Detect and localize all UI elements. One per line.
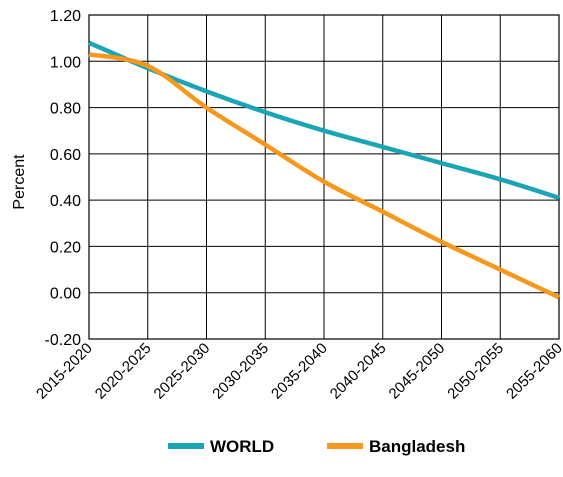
x-tick-label: 2045-2050	[386, 340, 449, 403]
legend-label: Bangladesh	[369, 437, 465, 456]
series-line-bangladesh	[88, 52, 560, 300]
grid-lines	[88, 14, 560, 340]
x-tick-label: 2015-2020	[33, 340, 96, 403]
x-tick-label: 2030-2035	[209, 340, 272, 403]
plot-frame	[88, 14, 560, 340]
x-tick-label: 2020-2025	[92, 340, 155, 403]
x-tick-label: 2055-2060	[503, 340, 563, 403]
y-tick-label: 0.20	[50, 239, 81, 256]
legend-label: WORLD	[210, 437, 274, 456]
y-tick-label: 1.00	[50, 54, 81, 71]
y-tick-label: 0.80	[50, 101, 81, 118]
x-tick-label: 2025-2030	[151, 340, 214, 403]
x-tick-label: 2035-2040	[268, 340, 331, 403]
y-tick-label: 0.40	[50, 193, 81, 210]
y-tick-label: 0.00	[50, 286, 81, 303]
y-axis-ticks: 1.20 1.00 0.80 0.60 0.40 0.20 0.00 -0.20	[45, 8, 82, 349]
y-tick-label: 0.60	[50, 147, 81, 164]
y-tick-label: -0.20	[45, 332, 82, 349]
y-axis-label: Percent	[11, 154, 28, 210]
series-lines	[88, 40, 560, 300]
y-tick-label: 1.20	[50, 8, 81, 25]
legend: WORLD Bangladesh	[168, 437, 465, 456]
x-axis-ticks: 2015-20202020-20252025-20302030-20352035…	[33, 340, 563, 403]
x-tick-label: 2050-2055	[444, 340, 507, 403]
x-tick-label: 2040-2045	[327, 340, 390, 403]
